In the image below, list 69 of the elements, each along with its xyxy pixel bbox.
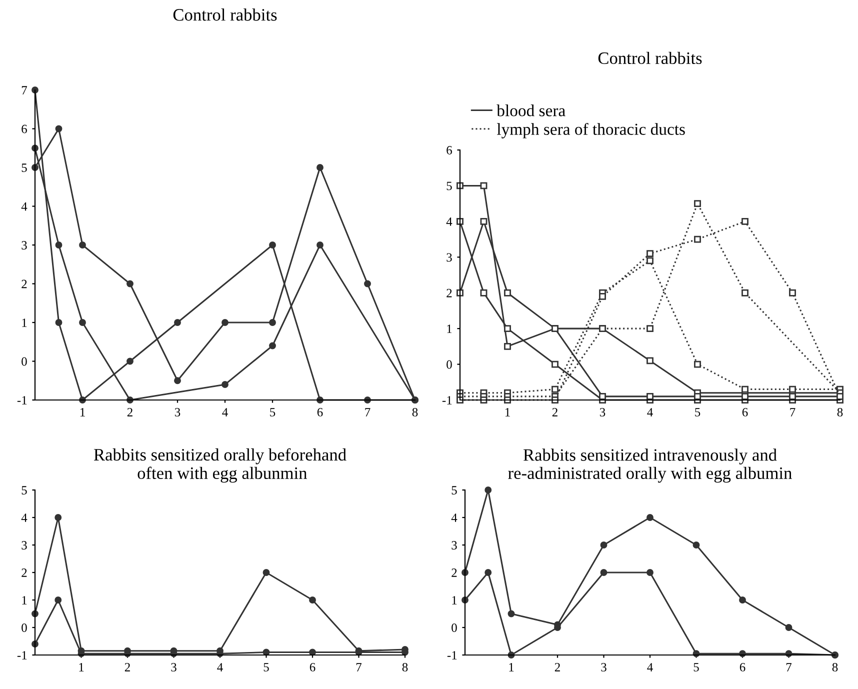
chart-title: Control rabbits: [598, 52, 702, 64]
y-tick-label: 5: [22, 164, 27, 172]
x-tick-label: 4: [647, 408, 653, 416]
y-tick-label: -1: [17, 396, 27, 404]
legend-label: blood sera: [496, 104, 566, 116]
x-tick-label: 6: [740, 663, 746, 672]
chart-title: Rabbits sensitized intravenously and re-administrated orally with egg albumin: [508, 448, 792, 483]
x-tick-label: 7: [365, 408, 370, 416]
y-tick-label: 0: [22, 624, 27, 632]
y-tick-label: 4: [446, 218, 452, 226]
x-tick-label: 6: [317, 408, 323, 416]
y-tick-label: -1: [447, 651, 457, 660]
x-tick-label: 8: [837, 408, 843, 416]
x-tick-label: 3: [601, 663, 606, 672]
y-tick-label: 0: [22, 357, 27, 366]
y-tick-label: 3: [22, 241, 27, 250]
x-tick-label: 1: [509, 663, 514, 672]
x-tick-label: 5: [695, 408, 700, 416]
y-tick-label: 0: [452, 624, 457, 632]
y-tick-label: -1: [442, 396, 452, 404]
y-tick-label: 2: [22, 280, 27, 288]
x-tick-label: 8: [402, 663, 408, 672]
chart-title: Control rabbits: [173, 8, 277, 21]
y-tick-label: 1: [22, 318, 27, 327]
y-tick-label: 5: [452, 486, 457, 494]
x-tick-label: 7: [786, 663, 792, 672]
x-tick-label: 7: [790, 408, 796, 416]
x-tick-label: 2: [554, 663, 560, 672]
x-tick-label: 6: [742, 408, 748, 416]
x-tick-label: 5: [694, 663, 699, 672]
y-tick-label: 1: [447, 324, 452, 333]
x-tick-label: 1: [80, 408, 85, 416]
x-tick-label: 1: [505, 408, 510, 416]
x-tick-label: 4: [222, 408, 228, 416]
y-tick-label: 5: [446, 182, 452, 190]
legend-label: lymph sera of thoracic ducts: [497, 123, 685, 138]
y-tick-label: 2: [22, 568, 27, 577]
x-tick-label: 3: [174, 408, 180, 416]
x-tick-label: 6: [310, 663, 316, 672]
y-tick-label: 1: [22, 596, 27, 604]
x-tick-label: 5: [270, 408, 276, 416]
x-tick-label: 1: [79, 663, 84, 672]
chart-title: Rabbits sensitized orally beforehand often with egg albunmin: [94, 448, 346, 483]
x-tick-label: 2: [124, 663, 130, 672]
x-tick-label: 3: [600, 408, 606, 416]
x-tick-label: 4: [217, 663, 223, 672]
x-tick-label: 5: [264, 663, 269, 672]
y-tick-label: 1: [452, 596, 457, 604]
x-tick-label: 8: [832, 663, 838, 672]
y-tick-label: 4: [21, 514, 28, 522]
y-tick-label: 5: [22, 486, 27, 494]
x-tick-label: 2: [127, 408, 132, 416]
x-tick-label: 7: [356, 663, 362, 672]
y-tick-label: 3: [22, 541, 27, 550]
x-tick-label: 2: [552, 408, 558, 416]
x-tick-label: 3: [171, 663, 176, 672]
y-tick-label: 6: [22, 124, 27, 134]
y-tick-label: 4: [451, 514, 458, 522]
y-tick-label: 2: [446, 288, 452, 298]
y-tick-label: 2: [452, 568, 457, 577]
y-tick-label: 3: [446, 253, 452, 262]
y-tick-label: 3: [452, 541, 457, 550]
y-tick-label: 0: [446, 360, 452, 369]
x-tick-label: 4: [647, 663, 653, 672]
x-tick-label: 8: [412, 408, 418, 416]
y-tick-label: 6: [446, 146, 452, 154]
y-tick-label: 4: [21, 202, 28, 211]
y-tick-label: 7: [22, 86, 27, 94]
y-tick-label: -1: [17, 651, 27, 660]
